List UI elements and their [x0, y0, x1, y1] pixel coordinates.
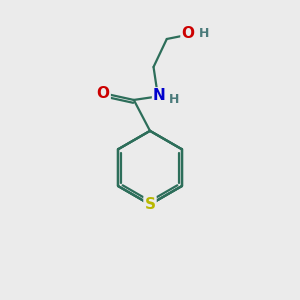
- Text: O: O: [182, 26, 194, 41]
- Text: N: N: [153, 88, 166, 103]
- Text: S: S: [145, 197, 155, 212]
- Text: H: H: [199, 27, 210, 40]
- Text: H: H: [169, 93, 179, 106]
- Text: O: O: [97, 86, 110, 101]
